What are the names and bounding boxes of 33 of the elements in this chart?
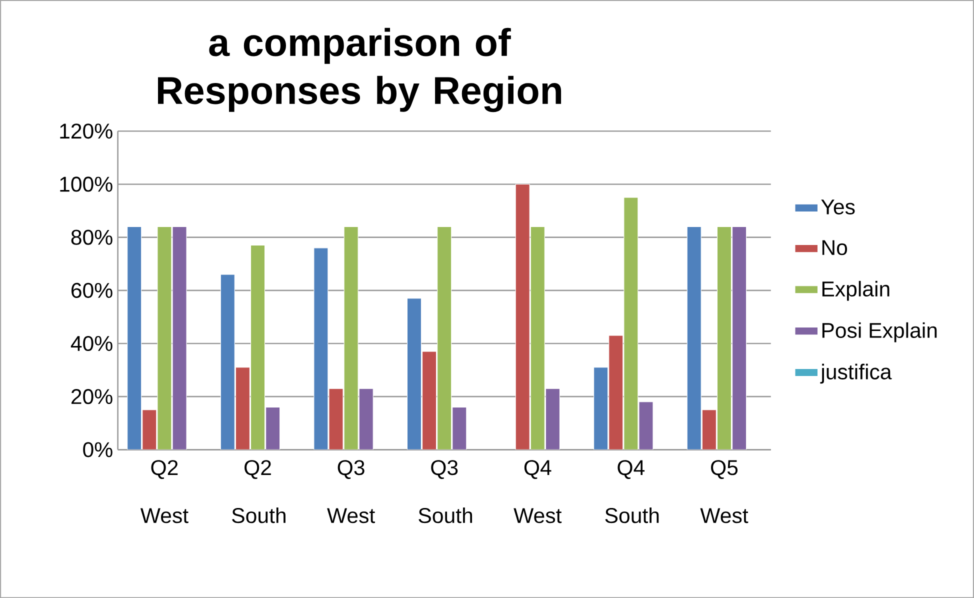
bar — [127, 226, 142, 450]
bar — [314, 248, 328, 450]
legend-label: Explain — [822, 280, 890, 301]
bar — [594, 367, 608, 450]
category-label: Q4 West — [514, 460, 562, 524]
bar — [638, 402, 654, 450]
y-tick-label: 80% — [71, 230, 112, 245]
category-label: Q4 South — [605, 460, 659, 524]
legend-label: justifica — [820, 364, 892, 384]
y-tick-label: 100% — [60, 176, 112, 192]
bar — [220, 274, 235, 450]
bar — [266, 406, 280, 450]
chart-title: a comparison of Responses by Region — [158, 28, 562, 112]
legend-label: Yes — [821, 200, 855, 214]
y-tick-label: 60% — [72, 282, 112, 298]
legend-label: No — [822, 240, 848, 256]
bar — [172, 226, 187, 450]
bar — [358, 388, 374, 450]
legend-label: Posi Explain — [822, 322, 937, 342]
bar — [452, 406, 467, 450]
bar — [545, 388, 560, 450]
y-tick-label: 40% — [70, 336, 112, 351]
category-label: Q3 West — [327, 460, 375, 524]
y-tick-label: 20% — [72, 388, 112, 404]
y-tick-label: 0% — [83, 442, 112, 458]
bar — [686, 226, 702, 450]
category-label: Q5 West — [700, 460, 748, 524]
category-label: Q2 South — [232, 460, 286, 524]
category-label: Q3 South — [418, 460, 472, 524]
y-tick-label: 120% — [60, 124, 112, 139]
category-label: Q2 West — [140, 460, 188, 524]
bar — [406, 298, 422, 450]
bar — [732, 226, 747, 450]
